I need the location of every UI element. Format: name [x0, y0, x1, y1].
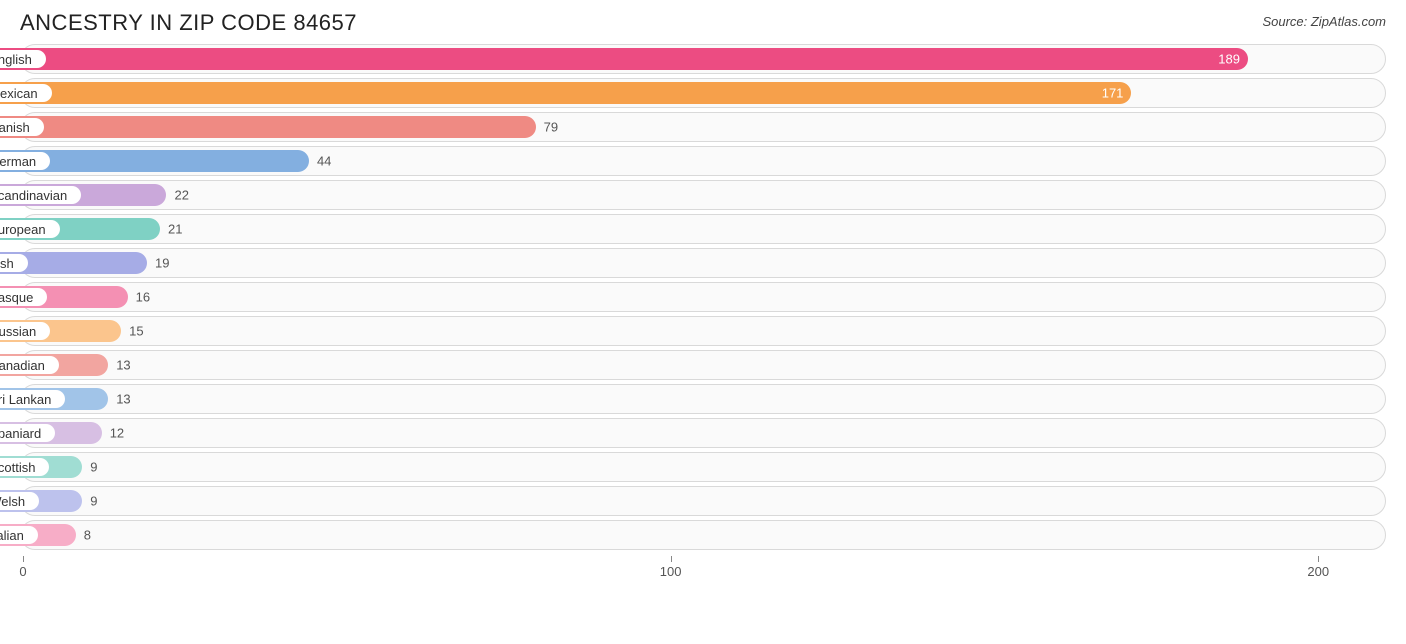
bar-track: Russian15	[20, 316, 1386, 346]
chart-title: ANCESTRY IN ZIP CODE 84657	[20, 10, 357, 36]
bar-fill: Russian	[0, 320, 121, 342]
bar-category-label: Welsh	[0, 492, 39, 510]
bar-category-label: European	[0, 220, 60, 238]
axis-tick-label: 200	[1307, 564, 1329, 579]
bar-track-inner: Canadian13	[24, 354, 1382, 376]
bar-track: Italian8	[20, 520, 1386, 550]
bar-fill: Welsh	[0, 490, 82, 512]
bar-value-label: 171	[1102, 86, 1124, 101]
axis-tick: 100	[671, 556, 672, 562]
bar-category-label: Irish	[0, 254, 28, 272]
bar-fill: Scottish	[0, 456, 82, 478]
bar-category-label: Sri Lankan	[0, 390, 65, 408]
axis-tick-line	[23, 556, 24, 562]
bar-fill: Irish	[0, 252, 147, 274]
bar-track-inner: Mexican171	[24, 82, 1382, 104]
bar-value-label: 44	[317, 154, 331, 169]
bar-track: English189	[20, 44, 1386, 74]
bar-track: Irish19	[20, 248, 1386, 278]
bar-fill: Italian	[0, 524, 76, 546]
bar-track-inner: Italian8	[24, 524, 1382, 546]
x-axis: 0 100 200	[20, 556, 1386, 586]
bar-track: Scandinavian22	[20, 180, 1386, 210]
bar-track: European21	[20, 214, 1386, 244]
bar-value-label: 16	[136, 290, 150, 305]
bar-value-label: 22	[174, 188, 188, 203]
bar-category-label: Italian	[0, 526, 38, 544]
bar-value-label: 21	[168, 222, 182, 237]
bar-value-label: 9	[90, 460, 97, 475]
axis-tick-line	[671, 556, 672, 562]
axis-tick-label: 0	[19, 564, 26, 579]
bar-fill: Sri Lankan	[0, 388, 108, 410]
bar-category-label: Scandinavian	[0, 186, 81, 204]
bar-fill: German	[0, 150, 309, 172]
bar-category-label: Basque	[0, 288, 47, 306]
bar-category-label: German	[0, 152, 50, 170]
bar-track-inner: German44	[24, 150, 1382, 172]
bar-value-label: 189	[1218, 52, 1240, 67]
bar-track: Mexican171	[20, 78, 1386, 108]
bar-track: Canadian13	[20, 350, 1386, 380]
bar-value-label: 79	[544, 120, 558, 135]
bar-category-label: Russian	[0, 322, 50, 340]
bar-value-label: 13	[116, 358, 130, 373]
bar-track-inner: Spaniard12	[24, 422, 1382, 444]
bar-fill: Spaniard	[0, 422, 102, 444]
bar-fill: Mexican	[0, 82, 1131, 104]
bar-category-label: Mexican	[0, 84, 52, 102]
bar-category-label: English	[0, 50, 46, 68]
bar-value-label: 19	[155, 256, 169, 271]
bar-track: Basque16	[20, 282, 1386, 312]
bar-track-inner: English189	[24, 48, 1382, 70]
bar-track-inner: Russian15	[24, 320, 1382, 342]
bar-track-inner: Scottish9	[24, 456, 1382, 478]
bar-fill: European	[0, 218, 160, 240]
bar-track-inner: Sri Lankan13	[24, 388, 1382, 410]
axis-tick: 0	[23, 556, 24, 562]
bar-fill: Scandinavian	[0, 184, 166, 206]
axis-tick-label: 100	[660, 564, 682, 579]
bar-track-inner: Welsh9	[24, 490, 1382, 512]
bar-track: Scottish9	[20, 452, 1386, 482]
chart-header: ANCESTRY IN ZIP CODE 84657 Source: ZipAt…	[0, 0, 1406, 44]
bar-track-inner: Scandinavian22	[24, 184, 1382, 206]
bar-track-inner: Irish19	[24, 252, 1382, 274]
bar-value-label: 13	[116, 392, 130, 407]
bar-fill: English	[0, 48, 1248, 70]
bar-track: Spaniard12	[20, 418, 1386, 448]
bar-track: German44	[20, 146, 1386, 176]
bar-value-label: 12	[110, 426, 124, 441]
bar-fill: Basque	[0, 286, 128, 308]
bar-track: Danish79	[20, 112, 1386, 142]
bar-value-label: 15	[129, 324, 143, 339]
bar-track-inner: European21	[24, 218, 1382, 240]
axis-tick: 200	[1318, 556, 1319, 562]
bar-value-label: 8	[84, 528, 91, 543]
chart-source: Source: ZipAtlas.com	[1262, 14, 1386, 29]
axis-tick-line	[1318, 556, 1319, 562]
chart-area: English189Mexican171Danish79German44Scan…	[0, 44, 1406, 586]
bar-track: Sri Lankan13	[20, 384, 1386, 414]
bar-category-label: Scottish	[0, 458, 49, 476]
bar-category-label: Danish	[0, 118, 44, 136]
bar-track-inner: Basque16	[24, 286, 1382, 308]
bar-fill: Danish	[0, 116, 536, 138]
bar-value-label: 9	[90, 494, 97, 509]
bar-track-inner: Danish79	[24, 116, 1382, 138]
bar-category-label: Canadian	[0, 356, 59, 374]
bar-fill: Canadian	[0, 354, 108, 376]
bar-category-label: Spaniard	[0, 424, 55, 442]
bar-track: Welsh9	[20, 486, 1386, 516]
bar-rows-container: English189 Mexican171 Danish79 German44 Scan…	[20, 44, 1386, 550]
